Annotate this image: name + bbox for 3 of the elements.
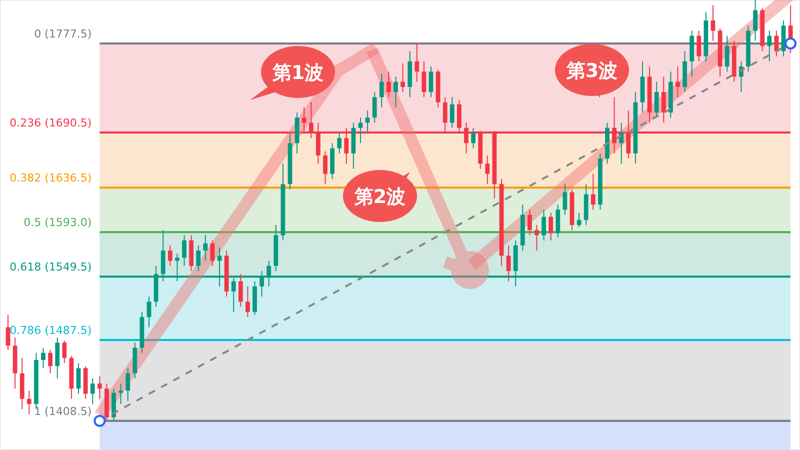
annotation: 第1波 xyxy=(272,62,324,84)
annotation: 第2波 xyxy=(354,186,406,208)
annotation: 第3波 xyxy=(566,60,618,82)
